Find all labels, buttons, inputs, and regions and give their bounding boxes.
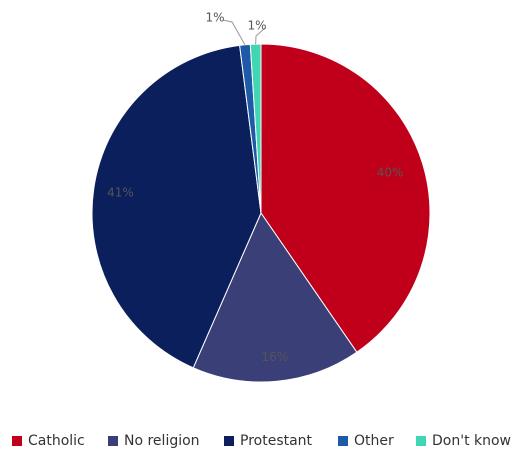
legend-swatch-no-religion <box>108 436 118 446</box>
pie-slice-catholic[interactable] <box>260 43 431 353</box>
chart-legend: Catholic No religion Protestant Other Do… <box>0 431 517 451</box>
pie-label-no-religion: 16% <box>261 350 288 364</box>
pie-leader-line-other <box>222 19 246 46</box>
legend-label-dont-know: Don't know <box>432 433 512 449</box>
legend-item-no-religion[interactable]: No religion <box>108 431 200 451</box>
legend-item-dont-know[interactable]: Don't know <box>416 431 511 451</box>
pie-leader-line-don-t-know <box>255 27 266 45</box>
pie-chart-canvas: 40% 16% 41% 1% 1% <box>91 11 431 383</box>
pie-label-other: 1% <box>205 11 224 25</box>
legend-swatch-protestant <box>224 436 234 446</box>
legend-label-catholic: Catholic <box>28 433 85 449</box>
legend-item-catholic[interactable]: Catholic <box>12 431 85 451</box>
pie-label-don-t-know: 1% <box>247 19 266 33</box>
pie-label-protestant: 41% <box>107 185 134 199</box>
legend-swatch-other <box>338 436 348 446</box>
legend-item-protestant[interactable]: Protestant <box>224 431 312 451</box>
legend-label-other: Other <box>354 433 394 449</box>
pie-label-catholic: 40% <box>377 165 404 179</box>
legend-item-other[interactable]: Other <box>338 431 394 451</box>
pie-slice-no-religion[interactable] <box>192 211 358 383</box>
legend-label-protestant: Protestant <box>240 433 313 449</box>
legend-swatch-dont-know <box>416 436 426 446</box>
pie-slice-protestant[interactable] <box>91 44 262 369</box>
legend-label-no-religion: No religion <box>124 433 200 449</box>
pie-slice-don-t-know[interactable] <box>249 43 262 214</box>
legend-swatch-catholic <box>12 436 22 446</box>
